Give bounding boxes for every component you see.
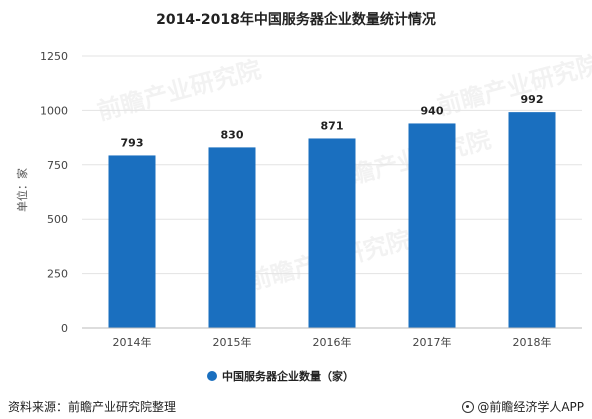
source-note: 资料来源：前瞻产业研究院整理 (8, 400, 177, 414)
data-label: 940 (421, 104, 444, 117)
data-label: 793 (121, 136, 144, 149)
brand-logo-icon (462, 400, 475, 413)
legend-label: 中国服务器企业数量（家） (222, 369, 354, 383)
brand-text: @前瞻经济学人APP (477, 400, 584, 414)
bars: 793 830 871 940 992 (108, 93, 556, 329)
legend: 中国服务器企业数量（家） (207, 369, 354, 383)
y-tick-label: 1000 (40, 104, 68, 117)
x-tick-label: 2014年 (113, 335, 152, 349)
data-label: 830 (221, 128, 244, 141)
bar (208, 147, 256, 328)
watermark-text: 前瞻产业研究院 (94, 55, 264, 126)
y-axis-label: 单位：家 (15, 168, 29, 212)
y-axis-ticks: 0 250 500 750 1000 1250 (40, 50, 68, 335)
x-tick-label: 2017年 (413, 335, 452, 349)
data-label: 992 (521, 93, 544, 106)
x-tick-label: 2016年 (313, 335, 352, 349)
y-tick-label: 500 (47, 213, 68, 226)
bar (308, 138, 356, 328)
y-tick-label: 250 (47, 268, 68, 281)
y-tick-label: 750 (47, 159, 68, 172)
data-label: 871 (321, 119, 344, 132)
x-tick-label: 2015年 (213, 335, 252, 349)
bar (108, 155, 156, 328)
chart-title: 2014-2018年中国服务器企业数量统计情况 (156, 11, 436, 28)
y-tick-label: 0 (61, 322, 68, 335)
x-axis-ticks: 2014年 2015年 2016年 2017年 2018年 (113, 335, 552, 349)
legend-marker (207, 371, 217, 381)
chart: 2014-2018年中国服务器企业数量统计情况 前瞻产业研究院前瞻产业研究院前瞻… (15, 11, 592, 383)
bar (508, 112, 556, 328)
x-tick-label: 2018年 (513, 335, 552, 349)
bar (408, 123, 456, 329)
y-tick-label: 1250 (40, 50, 68, 63)
brand-credit: @前瞻经济学人APP (462, 398, 584, 415)
